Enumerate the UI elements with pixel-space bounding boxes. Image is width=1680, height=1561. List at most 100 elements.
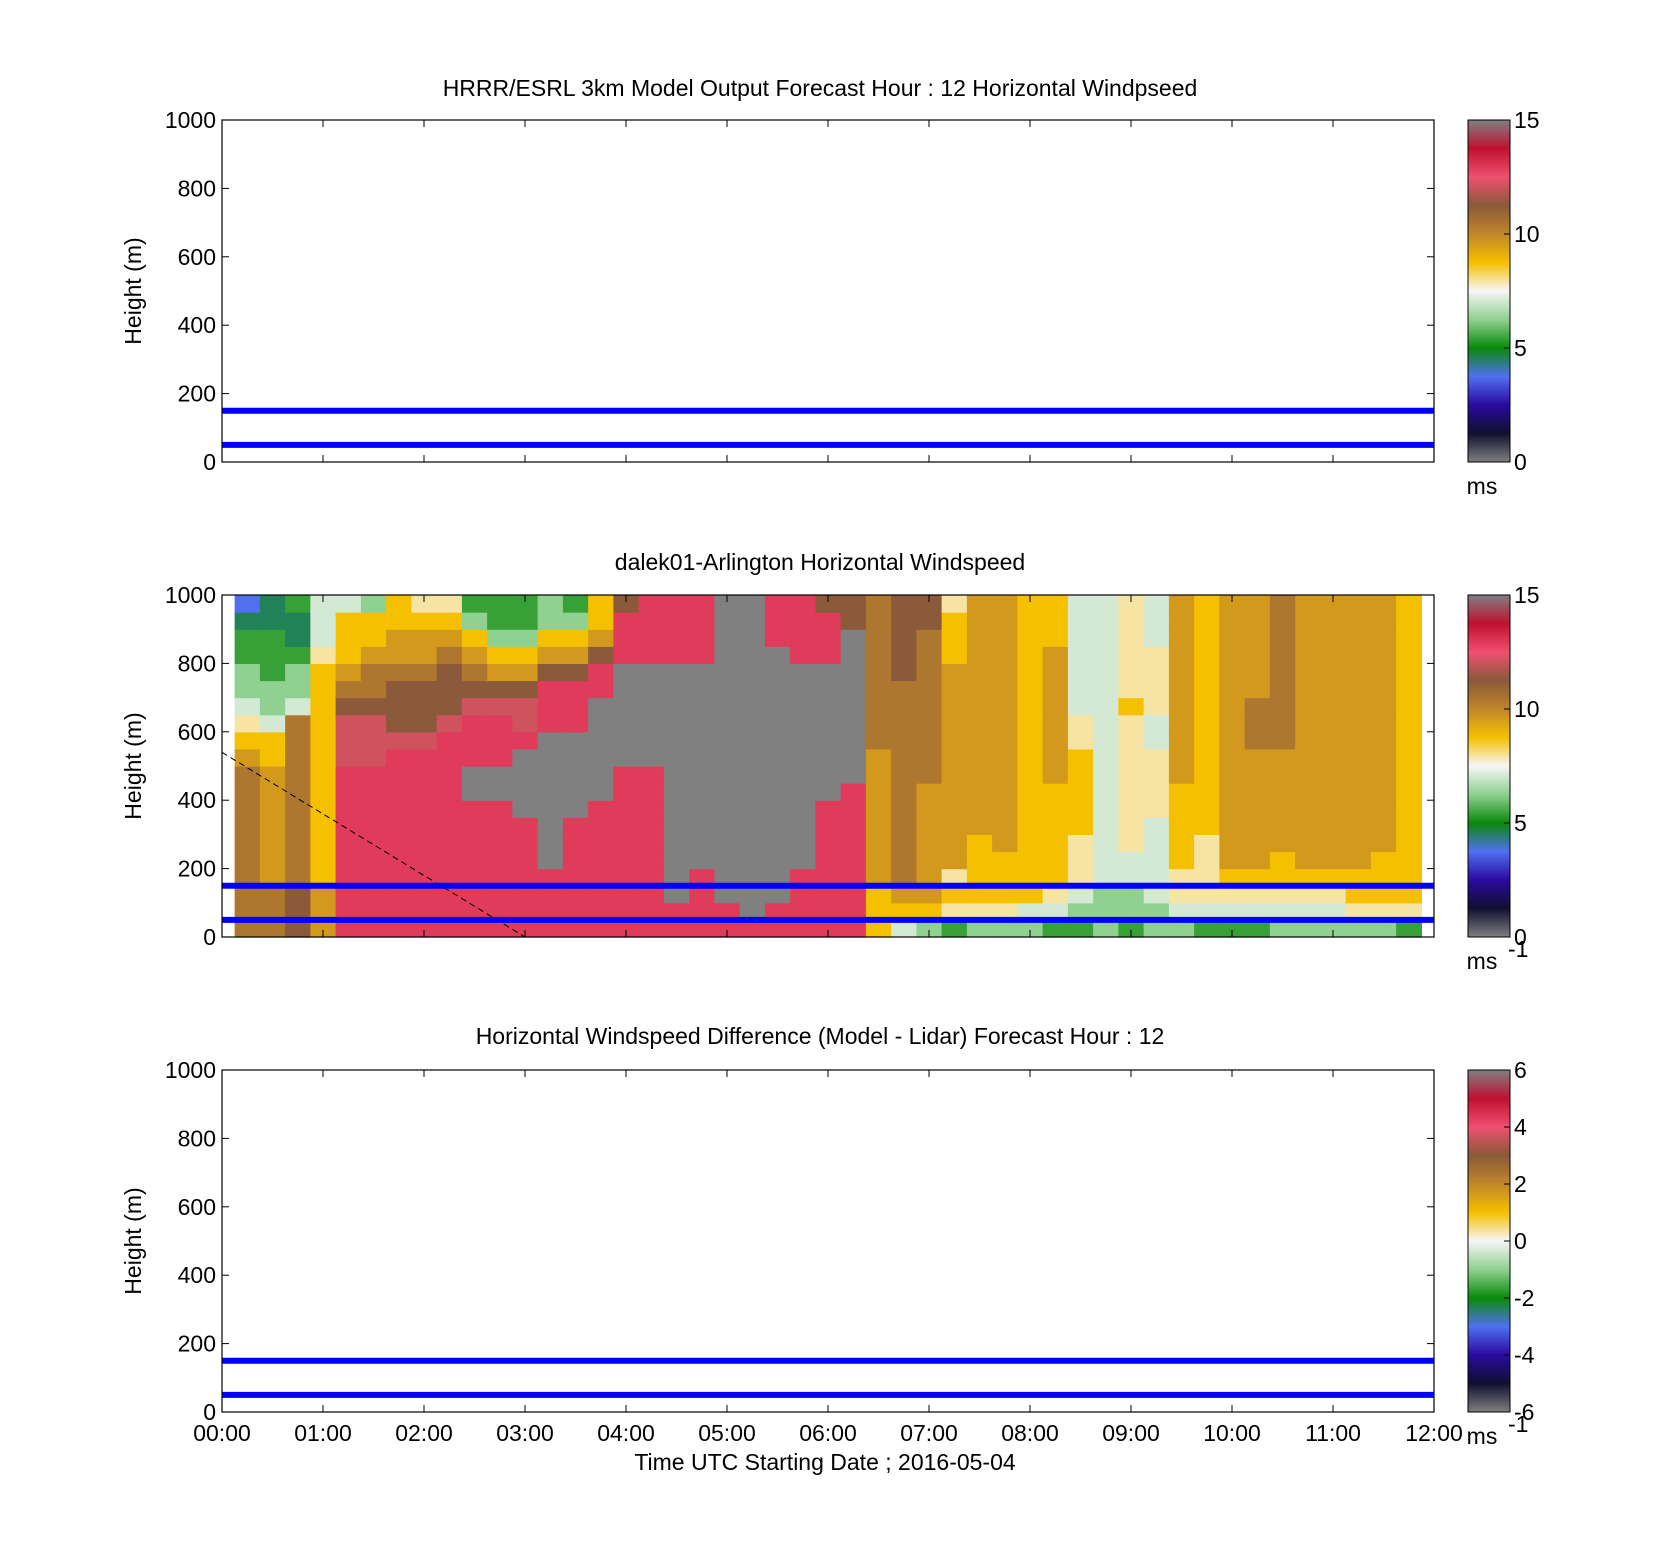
heatmap-cell bbox=[1320, 714, 1347, 733]
heatmap-cell bbox=[714, 646, 741, 664]
heatmap-cell bbox=[1295, 612, 1321, 630]
heatmap-cell bbox=[764, 714, 791, 733]
heatmap-cell bbox=[259, 663, 286, 682]
heatmap-cell bbox=[1194, 714, 1220, 733]
heatmap-cell bbox=[234, 731, 261, 750]
heatmap-cell bbox=[840, 714, 867, 733]
heatmap-cell bbox=[739, 646, 766, 664]
heatmap-cell bbox=[992, 629, 1018, 647]
heatmap-cell bbox=[613, 868, 640, 887]
heatmap-cell bbox=[512, 851, 539, 870]
heatmap-cell bbox=[966, 680, 993, 699]
heatmap-cell bbox=[487, 834, 513, 853]
heatmap-cell bbox=[815, 919, 842, 938]
heatmap-cell bbox=[891, 612, 917, 630]
heatmap-cell bbox=[613, 629, 640, 647]
heatmap-cell bbox=[411, 714, 438, 733]
heatmap-cell bbox=[1370, 680, 1397, 699]
heatmap-cell bbox=[739, 851, 766, 870]
heatmap-cell bbox=[512, 800, 539, 818]
heatmap-cell bbox=[941, 868, 968, 887]
heatmap-cell bbox=[512, 766, 539, 784]
heatmap-cell bbox=[992, 612, 1018, 630]
heatmap-cell bbox=[1244, 851, 1271, 870]
heatmap-cell bbox=[941, 834, 968, 853]
heatmap-cell bbox=[790, 748, 816, 767]
heatmap-cell bbox=[335, 868, 362, 887]
colorbar-tick-label: 15 bbox=[1514, 582, 1540, 608]
heatmap-cell bbox=[386, 766, 412, 784]
colorbar-tick-label: 0 bbox=[1514, 449, 1527, 475]
heatmap-cell bbox=[1017, 748, 1044, 767]
heatmap-cell bbox=[512, 612, 539, 630]
heatmap-cell bbox=[1396, 731, 1422, 750]
heatmap-cell bbox=[411, 731, 438, 750]
heatmap-cell bbox=[663, 800, 690, 818]
heatmap-cell bbox=[663, 851, 690, 870]
heatmap-cell bbox=[259, 800, 286, 818]
heatmap-cell bbox=[638, 612, 665, 630]
heatmap-cell bbox=[588, 783, 614, 801]
heatmap-cell bbox=[966, 714, 993, 733]
heatmap-cell bbox=[1396, 783, 1422, 801]
heatmap-cell bbox=[360, 902, 387, 921]
heatmap-cell bbox=[259, 851, 286, 870]
heatmap-cell bbox=[790, 714, 816, 733]
heatmap-cell bbox=[234, 697, 261, 716]
heatmap-cell bbox=[1017, 902, 1044, 921]
heatmap-cell bbox=[739, 595, 766, 613]
heatmap-cell bbox=[461, 595, 488, 613]
heatmap-cell bbox=[1118, 851, 1145, 870]
colorbar: 0 5 10 15 ms bbox=[1467, 107, 1540, 499]
heatmap-cell bbox=[1168, 595, 1195, 613]
heatmap-cell bbox=[1143, 766, 1170, 784]
heatmap-cell bbox=[1320, 885, 1347, 904]
heatmap-cell bbox=[562, 902, 589, 921]
heatmap-cell bbox=[815, 629, 842, 647]
heatmap-cell bbox=[335, 834, 362, 853]
heatmap-cell bbox=[1396, 919, 1422, 938]
heatmap-cell bbox=[1067, 868, 1094, 887]
heatmap-cell bbox=[764, 902, 791, 921]
heatmap-cell bbox=[562, 612, 589, 630]
heatmap-cell bbox=[714, 919, 741, 938]
heatmap-cell bbox=[992, 680, 1018, 699]
heatmap-cell bbox=[436, 902, 463, 921]
colorbar-tick-label: 2 bbox=[1514, 1171, 1527, 1197]
heatmap-cell bbox=[562, 629, 589, 647]
heatmap-cell bbox=[411, 919, 438, 938]
heatmap-cell bbox=[1168, 902, 1195, 921]
heatmap-cell bbox=[689, 646, 715, 664]
heatmap-cell bbox=[891, 902, 917, 921]
heatmap-cell bbox=[512, 629, 539, 647]
heatmap-cell bbox=[689, 714, 715, 733]
heatmap-cell bbox=[1244, 748, 1271, 767]
heatmap-cell bbox=[285, 680, 311, 699]
heatmap-cell bbox=[259, 783, 286, 801]
heatmap-cell bbox=[1345, 885, 1372, 904]
heatmap-cell bbox=[386, 731, 412, 750]
heatmap-cell bbox=[436, 646, 463, 664]
heatmap-cell bbox=[663, 885, 690, 904]
heatmap-cell bbox=[840, 868, 867, 887]
heatmap-cell bbox=[285, 595, 311, 613]
heatmap-cell bbox=[1067, 629, 1094, 647]
heatmap-cell bbox=[259, 817, 286, 835]
heatmap-cell bbox=[638, 646, 665, 664]
heatmap-cell bbox=[436, 731, 463, 750]
heatmap-cell bbox=[764, 800, 791, 818]
heatmap-cell bbox=[714, 766, 741, 784]
heatmap-cell bbox=[259, 919, 286, 938]
heatmap-cell bbox=[1093, 595, 1119, 613]
heatmap-cell bbox=[1042, 680, 1069, 699]
heatmap-cell bbox=[1093, 851, 1119, 870]
heatmap-cell bbox=[234, 680, 261, 699]
heatmap-cell bbox=[865, 783, 892, 801]
heatmap-cell bbox=[992, 697, 1018, 716]
heatmap-cell bbox=[941, 731, 968, 750]
heatmap-cell bbox=[1269, 834, 1296, 853]
heatmap-cell bbox=[1093, 834, 1119, 853]
heatmap-cell bbox=[663, 646, 690, 664]
heatmap-cell bbox=[891, 731, 917, 750]
heatmap-cells bbox=[234, 595, 1422, 938]
